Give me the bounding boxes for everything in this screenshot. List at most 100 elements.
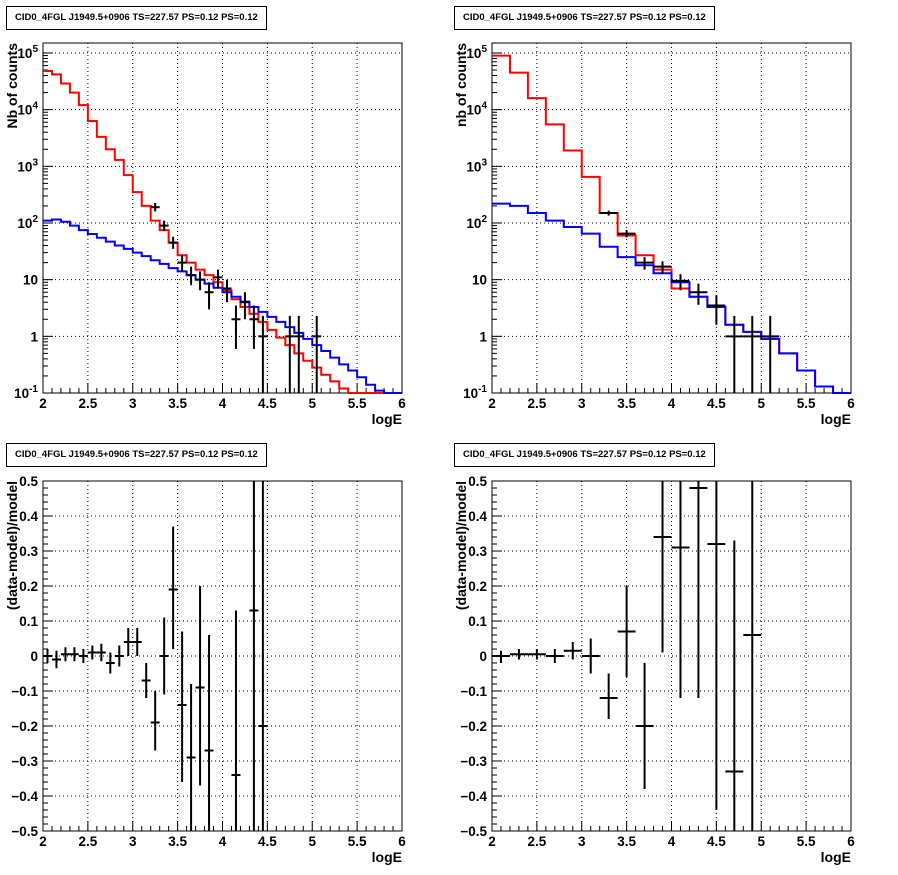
x-tick-label: 3.5 [617, 834, 636, 849]
y-tick-label: 10 [472, 273, 487, 288]
data-point [707, 295, 726, 325]
y-axis-label: (data-model)/model [453, 481, 469, 610]
x-tick-label: 2.5 [527, 396, 546, 411]
y-axis-label: (data-model)/model [4, 481, 20, 610]
y-tick-label: 0.4 [468, 509, 487, 524]
x-tick-label: 5.5 [797, 396, 816, 411]
data-point [653, 481, 672, 653]
y-axis-label: nb of counts [453, 43, 469, 127]
y-tick-label: 1 [30, 329, 38, 344]
y-tick-label: −0.2 [11, 719, 38, 734]
y-tick-label: 104 [17, 101, 38, 118]
x-tick-label: 3.5 [617, 396, 636, 411]
y-tick-label: −0.5 [11, 824, 38, 839]
y-tick-label: 0.2 [19, 579, 38, 594]
y-tick-label: 103 [466, 157, 487, 174]
chart-title: CID0_4FGL J1949.5+0906 TS=227.57 PS=0.12… [454, 443, 715, 467]
data-point [213, 269, 223, 289]
x-tick-label: 4.5 [258, 396, 277, 411]
x-tick-label: 2.5 [78, 396, 97, 411]
plot-bottom-left: 2 2.5 3 3.5 4 4.5 5 5.5 6 −0.5 −0.4 −0.3 −0.2 −0.1 0 0.… [4, 474, 406, 865]
y-tick-label: 0.5 [468, 474, 487, 489]
data-point [725, 540, 744, 831]
data-point [168, 236, 178, 249]
data-point [159, 220, 169, 232]
data-point [168, 526, 178, 649]
data-point [105, 652, 115, 674]
x-tick-label: 6 [847, 396, 855, 411]
x-tick-label: 4 [219, 396, 227, 411]
x-tick-label: 4.5 [707, 396, 726, 411]
data-point [689, 481, 708, 698]
y-tick-label: −0.2 [460, 719, 487, 734]
x-tick-label: 5 [308, 834, 316, 849]
y-tick-label: −0.1 [460, 684, 487, 699]
pad-top-right: 2 2.5 3 3.5 4 4.5 5 5.5 6 10-1 1 10 102 103 104 105 logE… [449, 0, 898, 437]
data-point [43, 649, 52, 663]
data-point [545, 649, 564, 663]
plot-top-right: 2 2.5 3 3.5 4 4.5 5 5.5 6 10-1 1 10 102 103 104 105 logE… [453, 42, 855, 427]
data-point [492, 650, 510, 663]
x-tick-label: 3 [129, 396, 137, 411]
y-tick-label: −0.1 [11, 684, 38, 699]
data-point [258, 315, 268, 393]
x-tick-label: 2 [488, 396, 496, 411]
data-point [599, 673, 618, 719]
data-point [743, 481, 762, 831]
y-tick-label: 0 [479, 649, 487, 664]
data-point [617, 586, 636, 677]
y-tick-label: −0.4 [11, 789, 38, 804]
x-tick-label: 5 [757, 396, 765, 411]
plot-bottom-right: 2 2.5 3 3.5 4 4.5 5 5.5 6 −0.5 −0.4 −0.3 −0.2 −0.1 0 0.… [453, 474, 855, 865]
data-point [312, 315, 322, 393]
data-point [635, 663, 654, 789]
data-point [285, 315, 295, 393]
y-tick-label: 102 [17, 214, 38, 231]
series-0-histogram [43, 70, 402, 394]
data-point [527, 649, 546, 660]
data-point [195, 271, 205, 291]
x-tick-label: 6 [398, 396, 406, 411]
x-tick-label: 3 [129, 834, 137, 849]
y-tick-label: 0.4 [19, 509, 38, 524]
data-point [114, 645, 124, 667]
data-point [635, 257, 654, 270]
data-point [258, 481, 268, 831]
x-tick-label: 2 [39, 834, 47, 849]
series-0-histogram [492, 54, 851, 394]
x-tick-label: 5 [308, 396, 316, 411]
data-point [509, 649, 528, 660]
data-point [78, 649, 88, 663]
y-tick-label: −0.3 [11, 754, 38, 769]
data-point [69, 647, 79, 662]
pad-bottom-right: 2 2.5 3 3.5 4 4.5 5 5.5 6 −0.5 −0.4 −0.3 −0.2 −0.1 0 0.… [449, 437, 898, 875]
y-tick-label: 0.1 [19, 614, 38, 629]
data-point [204, 282, 214, 310]
pad-top-left: 2 2.5 3 3.5 4 4.5 5 5.5 6 10-1 1 10 102 103 104 105 logE… [0, 0, 449, 437]
x-tick-label: 3.5 [168, 396, 187, 411]
data-point [294, 315, 304, 393]
series-1-histogram [492, 202, 851, 394]
y-tick-label: 104 [466, 101, 487, 118]
x-tick-label: 5 [757, 834, 765, 849]
x-tick-label: 6 [398, 834, 406, 849]
data-point [599, 210, 618, 216]
x-tick-label: 3 [578, 834, 586, 849]
data-point [150, 691, 160, 751]
y-tick-label: 102 [466, 214, 487, 231]
x-tick-label: 6 [847, 834, 855, 849]
x-tick-label: 4 [668, 834, 676, 849]
data-point [159, 617, 169, 695]
data-point [249, 481, 259, 831]
x-tick-label: 3 [578, 396, 586, 411]
data-point [96, 643, 106, 662]
data-point [123, 628, 133, 656]
data-point [581, 638, 600, 674]
y-tick-label: 10-1 [14, 384, 38, 401]
data-point [725, 315, 744, 393]
data-point [222, 279, 232, 303]
y-tick-label: −0.3 [460, 754, 487, 769]
x-tick-label: 4.5 [258, 834, 277, 849]
data-point [51, 650, 61, 669]
